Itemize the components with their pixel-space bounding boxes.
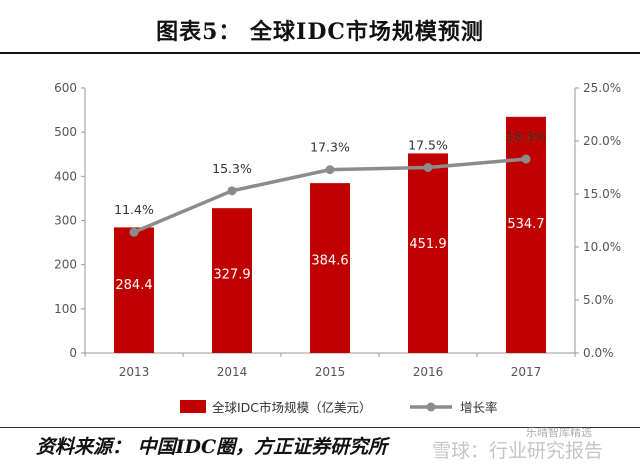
x-tick-label: 2013	[119, 365, 150, 379]
x-tick-label: 2015	[315, 365, 346, 379]
y-right-tick-label: 25.0%	[583, 81, 621, 95]
y-right-tick-label: 5.0%	[583, 293, 614, 307]
bar	[310, 183, 350, 353]
title-divider	[0, 52, 640, 54]
growth-value-label: 17.5%	[408, 138, 448, 153]
y-left-tick-label: 0	[69, 346, 77, 360]
x-tick-label: 2016	[413, 365, 444, 379]
growth-point	[129, 227, 139, 237]
growth-value-label: 18.3%	[506, 129, 546, 144]
bar-value-label: 327.9	[213, 267, 250, 282]
bar	[506, 116, 546, 353]
bar-value-label: 451.9	[409, 237, 446, 252]
bar-value-label: 534.7	[507, 217, 544, 232]
watermark: 雪球：行业研究报告	[432, 440, 604, 462]
legend-line-marker	[426, 402, 436, 412]
legend: 全球IDC市场规模（亿美元） 增长率	[180, 400, 498, 415]
y-right-tick-label: 0.0%	[583, 346, 614, 360]
bar-series: 284.4 327.9 384.6 451.9 534.7	[114, 116, 546, 353]
y-left-tick-label: 600	[54, 81, 77, 95]
line-series: 11.4% 15.3% 17.3% 17.5% 18.3%	[114, 129, 546, 237]
y-left-tick-label: 100	[54, 302, 77, 316]
growth-point	[521, 154, 531, 164]
bar-value-label: 284.4	[115, 278, 152, 293]
growth-point	[423, 163, 433, 172]
y-left-tick-label: 400	[54, 169, 77, 183]
bar-value-label: 384.6	[311, 254, 348, 269]
growth-point	[325, 165, 335, 175]
y-left-tick-label: 500	[54, 125, 77, 139]
bar	[408, 153, 448, 353]
legend-bar-label: 全球IDC市场规模（亿美元）	[212, 400, 372, 415]
x-tick-label: 2017	[511, 365, 542, 379]
y-left-tick-label: 300	[54, 214, 77, 228]
growth-value-label: 15.3%	[212, 161, 252, 176]
growth-value-label: 17.3%	[310, 140, 350, 155]
legend-bar-swatch	[180, 400, 206, 413]
x-tick-label: 2014	[217, 365, 248, 379]
y-left-tick-label: 200	[54, 258, 77, 272]
growth-point	[227, 186, 237, 196]
growth-value-label: 11.4%	[114, 202, 154, 217]
axes: 0 100 200 300 400 500 600 0.0% 5.0% 10.0% 15.0% 20.…	[54, 81, 621, 379]
chart-title: 图表5： 全球IDC市场规模预测	[156, 19, 484, 45]
source-note: 资料来源： 中国IDC圈，方正证券研究所	[36, 436, 388, 458]
watermark-small: 乐晴智库精选	[526, 426, 592, 439]
y-right-tick-label: 20.0%	[583, 134, 621, 148]
footer-divider	[0, 427, 640, 428]
y-right-tick-label: 15.0%	[583, 187, 621, 201]
bar	[212, 208, 252, 353]
legend-line-label: 增长率	[460, 400, 498, 415]
bar	[114, 227, 154, 353]
y-right-tick-label: 10.0%	[583, 240, 621, 254]
